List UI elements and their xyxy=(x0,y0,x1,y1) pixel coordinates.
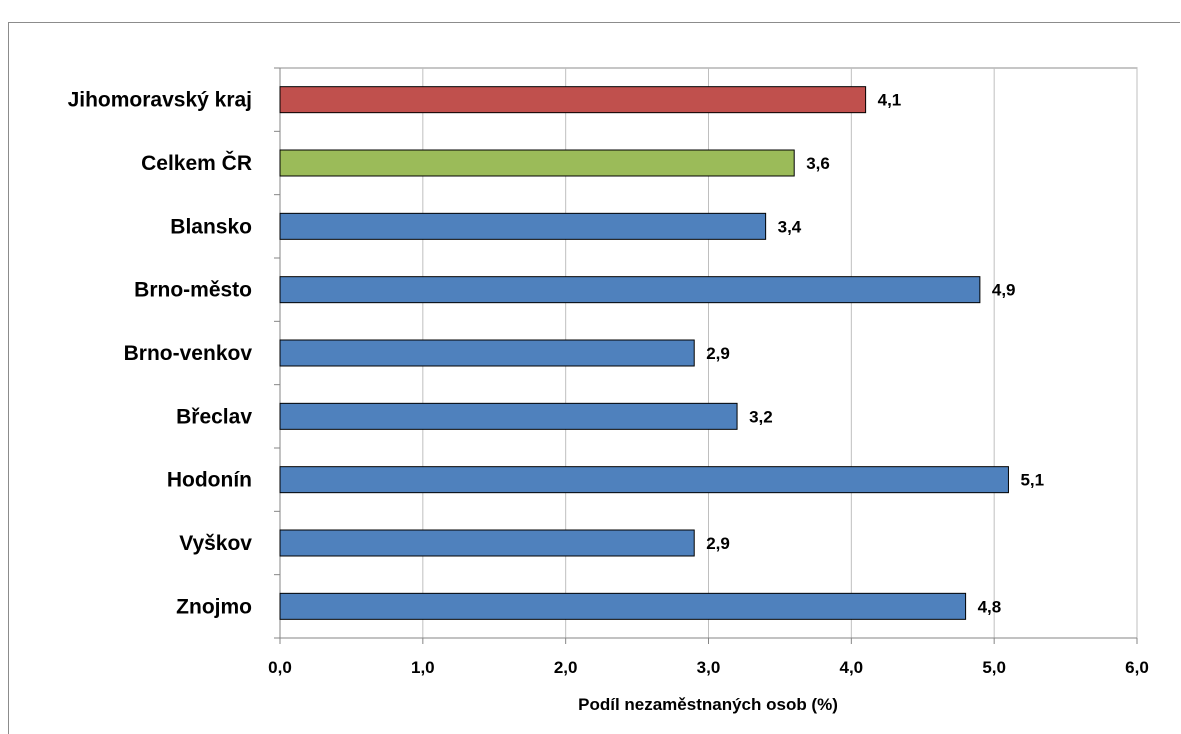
category-label: Brno-město xyxy=(134,279,252,302)
bar xyxy=(279,339,695,367)
x-tick-label: 2,0 xyxy=(554,658,578,677)
category-label: Břeclav xyxy=(176,405,252,428)
data-label: 2,9 xyxy=(706,534,730,553)
chart-frame xyxy=(8,22,1180,734)
x-tick-labels: 0,0 1,0 2,0 3,0 4,0 5,0 6,0 xyxy=(268,658,1149,677)
data-label: 2,9 xyxy=(706,344,730,363)
bar xyxy=(279,529,695,557)
data-label: 3,2 xyxy=(749,407,773,426)
x-axis-title: Podíl nezaměstnaných osob (%) xyxy=(578,695,838,714)
category-label: Vyškov xyxy=(179,532,252,555)
x-tick-label: 1,0 xyxy=(411,658,435,677)
bar xyxy=(279,212,767,240)
data-label: 4,1 xyxy=(878,91,902,110)
x-tick-label: 6,0 xyxy=(1125,658,1149,677)
category-label: Jihomoravský kraj xyxy=(68,89,252,112)
category-label: Celkem ČR xyxy=(141,151,252,175)
data-label: 3,4 xyxy=(778,217,802,236)
category-label: Hodonín xyxy=(167,469,252,492)
x-tick-label: 0,0 xyxy=(268,658,292,677)
category-label: Blansko xyxy=(170,215,252,238)
data-label: 4,9 xyxy=(992,281,1016,300)
x-tick-label: 3,0 xyxy=(697,658,721,677)
data-label: 4,8 xyxy=(978,597,1002,616)
category-label: Brno-venkov xyxy=(124,342,253,365)
data-label: 5,1 xyxy=(1020,471,1044,490)
x-tick-label: 4,0 xyxy=(840,658,864,677)
bar xyxy=(279,402,738,430)
bar xyxy=(279,592,967,620)
bar xyxy=(279,466,1009,494)
category-labels: Jihomoravský kraj Celkem ČR Blansko Brno-mě… xyxy=(68,89,253,619)
bars xyxy=(279,86,1009,620)
bar xyxy=(279,276,981,304)
bar xyxy=(279,86,867,114)
data-label: 3,6 xyxy=(806,154,830,173)
value-labels: 4,1 3,6 3,4 4,9 2,9 3,2 5,1 2,9 4,8 xyxy=(706,91,1044,617)
x-tick-label: 5,0 xyxy=(982,658,1006,677)
category-label: Znojmo xyxy=(176,595,252,618)
bar xyxy=(279,149,795,177)
